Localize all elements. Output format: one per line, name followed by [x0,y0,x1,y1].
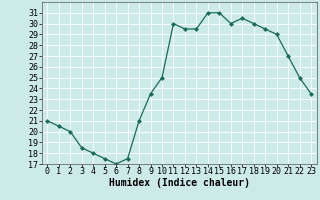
X-axis label: Humidex (Indice chaleur): Humidex (Indice chaleur) [109,178,250,188]
